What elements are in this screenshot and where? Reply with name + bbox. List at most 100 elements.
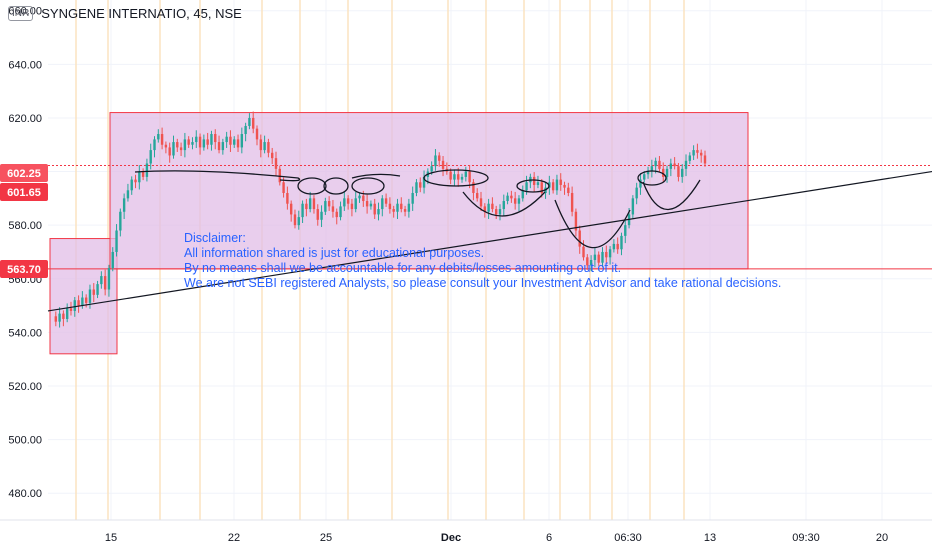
candle-body bbox=[384, 198, 388, 204]
candle bbox=[608, 246, 612, 265]
x-tick-label-5: 06:30 bbox=[614, 532, 642, 544]
candle-body bbox=[624, 225, 627, 236]
candle bbox=[126, 183, 130, 202]
candle bbox=[396, 198, 399, 219]
candle-body bbox=[164, 144, 168, 148]
candle-body bbox=[308, 198, 312, 210]
candle-body bbox=[343, 198, 346, 207]
candle-body bbox=[464, 171, 468, 177]
candle bbox=[517, 195, 521, 211]
candle-body bbox=[77, 300, 80, 306]
candle-body bbox=[145, 163, 149, 177]
candle-body bbox=[252, 117, 255, 129]
candle bbox=[96, 280, 99, 299]
candle bbox=[365, 194, 369, 214]
candle bbox=[244, 122, 247, 142]
candle-body bbox=[73, 300, 76, 311]
candle-body bbox=[324, 201, 327, 212]
candle bbox=[229, 130, 232, 152]
candle-body bbox=[620, 235, 623, 250]
candle-body bbox=[214, 134, 217, 143]
candle-body bbox=[369, 203, 373, 207]
candle bbox=[612, 239, 616, 253]
candle-body bbox=[616, 243, 619, 250]
candle bbox=[320, 205, 323, 228]
candle-body bbox=[255, 128, 259, 140]
candle-body bbox=[240, 134, 244, 148]
candle-body bbox=[662, 168, 665, 177]
candle bbox=[240, 127, 244, 154]
candle-body bbox=[339, 206, 342, 218]
candle bbox=[157, 129, 160, 143]
candle bbox=[263, 135, 266, 154]
candle-body bbox=[700, 152, 703, 156]
candle-body bbox=[259, 139, 263, 151]
candle bbox=[172, 135, 175, 159]
candle bbox=[183, 132, 187, 158]
candle bbox=[274, 151, 278, 177]
candle bbox=[419, 177, 422, 193]
candle bbox=[696, 143, 699, 159]
symbol-title[interactable]: SYNGENE INTERNATIO, 45, NSE bbox=[41, 6, 242, 21]
candle-body bbox=[441, 160, 445, 169]
candle-body bbox=[217, 142, 221, 151]
candle bbox=[69, 301, 73, 316]
candle bbox=[195, 130, 198, 148]
candle bbox=[392, 205, 395, 218]
candle-body bbox=[362, 195, 365, 202]
candle-body bbox=[392, 209, 395, 212]
candle bbox=[339, 201, 342, 221]
candle bbox=[635, 182, 638, 205]
candle bbox=[703, 150, 707, 167]
candle bbox=[179, 142, 183, 156]
candle-body bbox=[578, 230, 581, 247]
candle bbox=[92, 283, 95, 303]
candle bbox=[278, 165, 281, 186]
candle bbox=[605, 245, 608, 264]
candle bbox=[119, 208, 122, 237]
candle-body bbox=[365, 201, 369, 207]
candle-body bbox=[187, 139, 190, 145]
candle-body bbox=[472, 182, 475, 193]
candle-body bbox=[631, 198, 635, 215]
candle-body bbox=[643, 174, 646, 180]
candle-body bbox=[221, 142, 225, 151]
candle bbox=[491, 197, 494, 213]
candle-body bbox=[316, 209, 319, 220]
candle bbox=[502, 194, 505, 217]
x-tick-label-8: 20 bbox=[876, 532, 888, 544]
candle-body bbox=[320, 211, 323, 220]
candle bbox=[252, 111, 255, 134]
x-tick-label-2: 25 bbox=[320, 532, 332, 544]
candle bbox=[536, 175, 540, 189]
candle-body bbox=[111, 251, 114, 269]
currency-badge[interactable]: INR bbox=[8, 6, 34, 21]
x-tick-label-3: Dec bbox=[441, 532, 461, 544]
candle-body bbox=[289, 203, 293, 215]
candle bbox=[138, 165, 141, 190]
candle bbox=[236, 134, 240, 152]
candle bbox=[498, 204, 502, 221]
candle-body bbox=[358, 195, 361, 199]
candle bbox=[187, 136, 190, 148]
candle-body bbox=[438, 155, 441, 161]
candle-body bbox=[176, 142, 179, 148]
candle-body bbox=[498, 209, 502, 215]
candle-body bbox=[476, 192, 479, 199]
x-tick-label-7: 09:30 bbox=[792, 532, 820, 544]
candle-body bbox=[107, 268, 111, 290]
candle bbox=[620, 232, 623, 256]
candle-body bbox=[229, 136, 232, 145]
candle-body bbox=[419, 182, 422, 188]
candle bbox=[411, 186, 414, 211]
candle-body bbox=[172, 142, 175, 156]
candle bbox=[597, 251, 600, 266]
disclaimer-line-3: By no means shall we be accountable for … bbox=[184, 261, 622, 275]
candle bbox=[415, 179, 418, 197]
candle bbox=[559, 173, 562, 191]
candle-body bbox=[646, 171, 650, 175]
candle bbox=[346, 195, 350, 210]
candle bbox=[589, 255, 593, 272]
candle-body bbox=[502, 201, 505, 210]
